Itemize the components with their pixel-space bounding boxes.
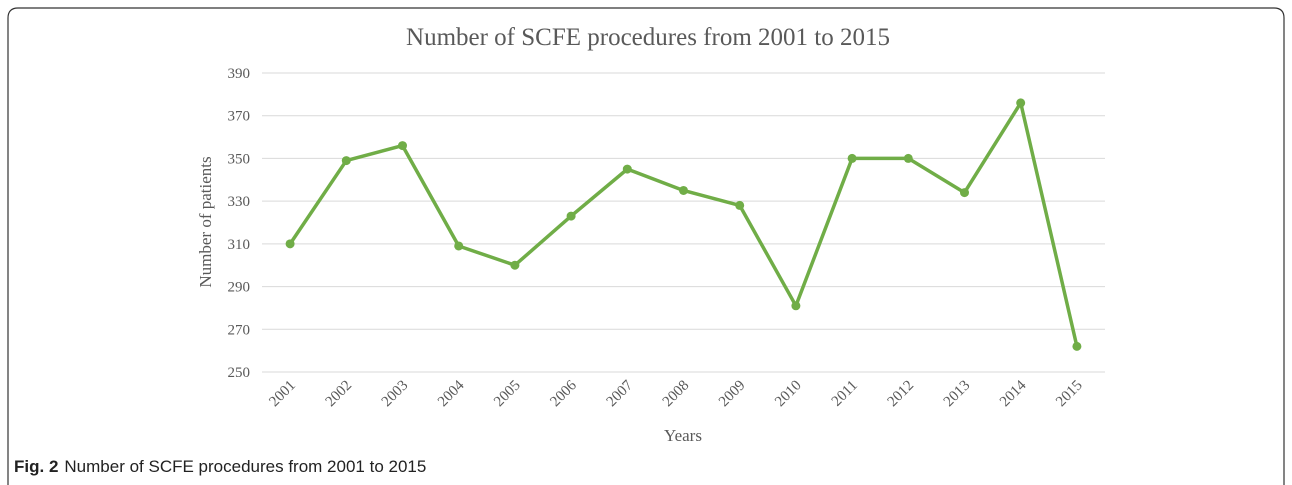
x-tick-label: 2013	[941, 378, 974, 411]
point	[622, 164, 632, 174]
y-tick-label: 350	[228, 151, 251, 167]
chart-title: Number of SCFE procedures from 2001 to 2…	[406, 24, 890, 51]
y-tick-label: 290	[228, 280, 251, 296]
x-axis-label: Years	[664, 426, 702, 445]
x-tick-label: 2003	[379, 378, 412, 411]
point	[735, 200, 745, 210]
caption-label: Fig. 2	[14, 457, 58, 476]
x-tick-label: 2005	[491, 378, 524, 411]
x-tick-label: 2001	[266, 378, 299, 411]
point	[510, 260, 520, 270]
x-tick-label: 2004	[435, 377, 468, 410]
point	[454, 241, 464, 251]
x-tick-label: 2006	[547, 377, 580, 410]
caption-text: Number of SCFE procedures from 2001 to 2…	[64, 457, 426, 476]
point	[1072, 341, 1082, 351]
point	[903, 153, 913, 163]
y-tick-label: 370	[228, 109, 251, 125]
point	[398, 141, 407, 151]
point	[566, 211, 576, 221]
point	[847, 153, 857, 163]
y-tick-label: 270	[228, 322, 251, 338]
x-tick-label: 2010	[772, 378, 805, 411]
point	[679, 185, 688, 195]
x-tick-label: 2009	[716, 378, 749, 411]
point	[791, 301, 801, 311]
x-tick-label: 2014	[997, 377, 1030, 410]
point	[285, 239, 295, 249]
y-tick-label: 330	[228, 194, 251, 210]
y-axis-label: Number of patients	[196, 156, 215, 287]
x-tick-label: 2008	[660, 378, 693, 411]
frame	[7, 7, 1285, 485]
x-tick-label: 2011	[829, 378, 861, 410]
x-tick-label: 2015	[1053, 378, 1086, 411]
point	[341, 156, 351, 166]
point	[960, 188, 969, 198]
x-tick-label: 2012	[885, 378, 918, 411]
caption: Fig. 2 Number of SCFE procedures from 200…	[14, 457, 426, 476]
x-tick-label: 2007	[604, 377, 637, 410]
point	[1016, 98, 1026, 108]
y-tick-label: 310	[228, 237, 251, 253]
x-tick-label: 2002	[323, 378, 356, 411]
y-tick-label: 250	[228, 365, 251, 381]
y-tick-label: 390	[228, 66, 251, 82]
series-line	[288, 101, 1079, 347]
